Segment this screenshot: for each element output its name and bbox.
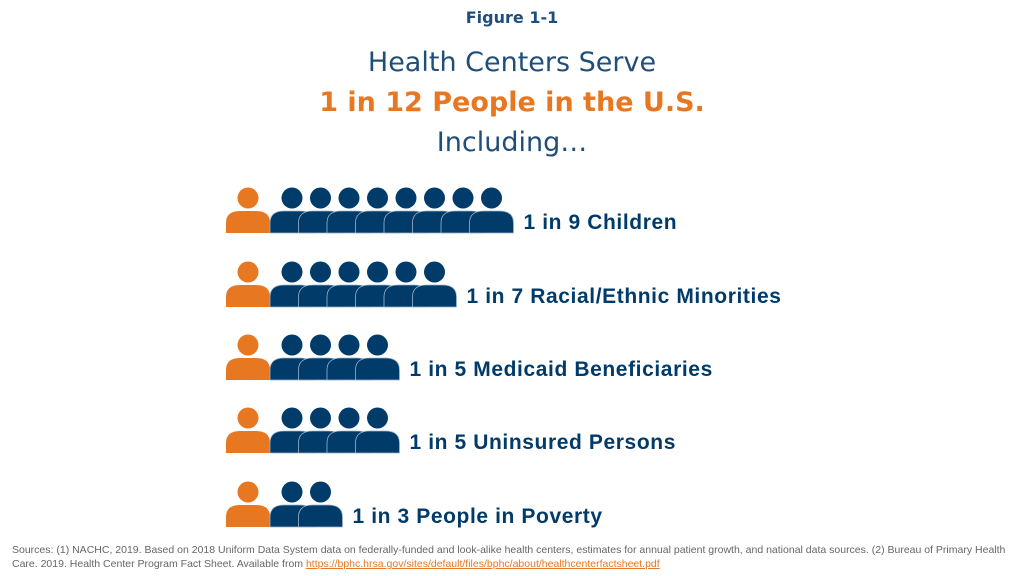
sources: Sources: (1) NACHC, 2019. Based on 2018 … (12, 543, 1017, 571)
person-icon (226, 481, 270, 527)
title-line-3: Including… (436, 127, 588, 158)
row-label: 1 in 9 Children (523, 211, 678, 234)
sources-text: Sources: (1) NACHC, 2019. Based on 2018 … (12, 544, 1006, 570)
row-label: 1 in 5 Uninsured Persons (409, 431, 676, 454)
person-icon (226, 407, 270, 453)
row-label: 1 in 7 Racial/Ethnic Minorities (466, 285, 782, 308)
figure-label: Figure 1-1 (465, 8, 559, 27)
person-icon (355, 407, 400, 454)
row-label: 1 in 5 Medicaid Beneficiaries (409, 358, 713, 381)
person-icon (412, 261, 457, 308)
person-icon (298, 481, 343, 528)
person-icon (355, 334, 400, 381)
row-label: 1 in 3 People in Poverty (352, 505, 603, 528)
person-icon (226, 334, 270, 380)
title-line-1: Health Centers Serve (367, 47, 657, 78)
person-icon (226, 187, 270, 233)
person-icon (226, 261, 270, 307)
title-line-2: 1 in 12 People in the U.S. (319, 87, 705, 118)
person-icon (469, 187, 514, 234)
sources-link[interactable]: https://bphc.hrsa.gov/sites/default/file… (305, 558, 660, 570)
